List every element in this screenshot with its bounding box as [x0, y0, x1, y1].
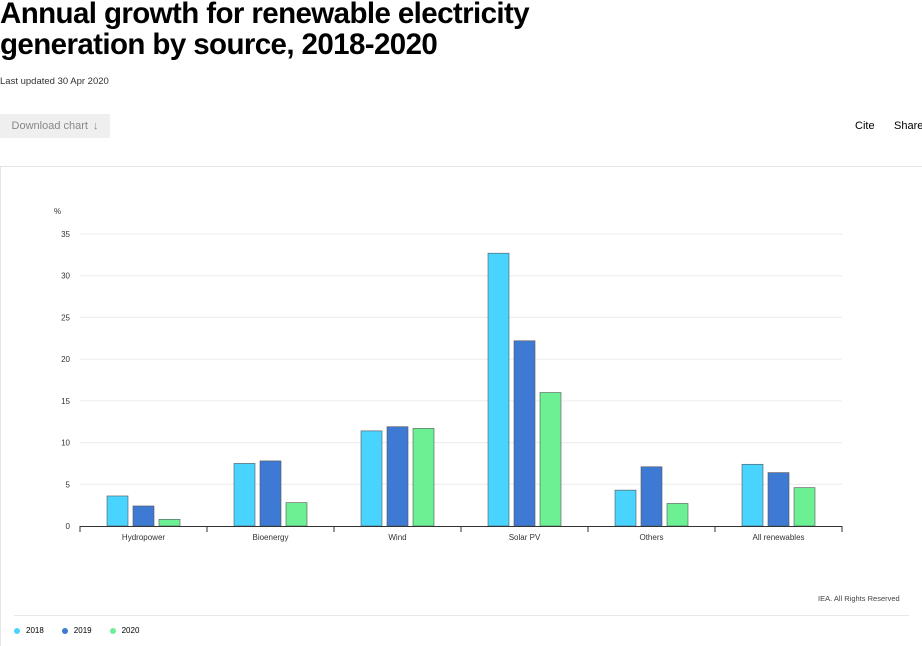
bar-2018-bioenergy[interactable]	[233, 463, 256, 527]
bar-2020-all-renewables[interactable]	[793, 487, 816, 527]
legend-label: 2020	[121, 626, 140, 635]
x-tick-label: Solar PV	[509, 533, 541, 542]
y-tick-label: 5	[66, 480, 71, 489]
y-tick-label: 30	[61, 272, 70, 281]
y-axis-ticks: 0 5 10 15 20 25 30 35	[61, 230, 70, 531]
page-title: Annual growth for renewable electricity …	[0, 0, 530, 61]
y-tick-label: 20	[61, 355, 70, 364]
bar-2018-wind[interactable]	[360, 430, 383, 527]
x-tick-label: Bioenergy	[252, 533, 288, 542]
credits: IEA. All Rights Reserved	[818, 594, 900, 603]
share-link[interactable]: Share	[894, 120, 922, 132]
x-tick-label: Wind	[388, 533, 406, 542]
y-tick-label: 0	[66, 522, 71, 531]
bars	[106, 252, 816, 527]
bar-2018-hydropower[interactable]	[106, 495, 129, 527]
bar-2019-others[interactable]	[640, 466, 663, 527]
bar-2020-hydropower[interactable]	[158, 519, 181, 527]
y-tick-label: 10	[61, 439, 70, 448]
y-tick-label: 15	[61, 397, 70, 406]
bar-2020-solar-pv[interactable]	[539, 392, 562, 527]
cite-link[interactable]: Cite	[855, 120, 875, 132]
arrow-down-icon: ↓	[92, 120, 99, 132]
download-chart-button[interactable]: Download chart ↓	[0, 114, 110, 138]
legend-label: 2019	[73, 626, 92, 635]
chart-frame	[0, 166, 922, 646]
y-tick-label: 35	[61, 230, 70, 239]
legend-dot-icon	[61, 627, 68, 634]
bar-2020-others[interactable]	[666, 503, 689, 527]
bar-2020-wind[interactable]	[412, 428, 435, 527]
bar-2019-solar-pv[interactable]	[513, 340, 536, 527]
bar-2019-all-renewables[interactable]	[767, 472, 790, 527]
legend-item-2018[interactable]: 2018	[14, 626, 44, 635]
legend-label: 2018	[26, 626, 44, 635]
x-axis: Hydropower Bioenergy Wind Solar PV Others All…	[79, 526, 843, 542]
gridlines	[80, 233, 842, 485]
bar-2018-all-renewables[interactable]	[741, 463, 764, 527]
bar-2019-hydropower[interactable]	[132, 505, 155, 527]
legend-dot-icon	[109, 627, 116, 634]
legend-item-2019[interactable]: 2019	[61, 626, 92, 635]
bar-2018-others[interactable]	[614, 489, 637, 527]
download-chart-label: Download chart	[11, 120, 88, 132]
bar-2020-bioenergy[interactable]	[285, 502, 308, 527]
x-tick-label: Others	[639, 533, 663, 542]
legend-item-2020[interactable]: 2020	[109, 626, 140, 635]
bar-2019-wind[interactable]	[386, 426, 409, 527]
bar-2019-bioenergy[interactable]	[259, 460, 282, 527]
y-tick-label: 25	[61, 313, 70, 322]
y-axis-label: %	[54, 207, 61, 216]
bar-2018-solar-pv[interactable]	[487, 252, 510, 527]
last-updated: Last updated 30 Apr 2020	[0, 76, 109, 87]
legend: 2018 2019 2020	[14, 626, 139, 635]
legend-separator	[14, 615, 909, 616]
x-tick-label: All renewables	[752, 533, 804, 542]
legend-dot-icon	[14, 627, 20, 634]
x-tick-label: Hydropower	[122, 533, 165, 542]
